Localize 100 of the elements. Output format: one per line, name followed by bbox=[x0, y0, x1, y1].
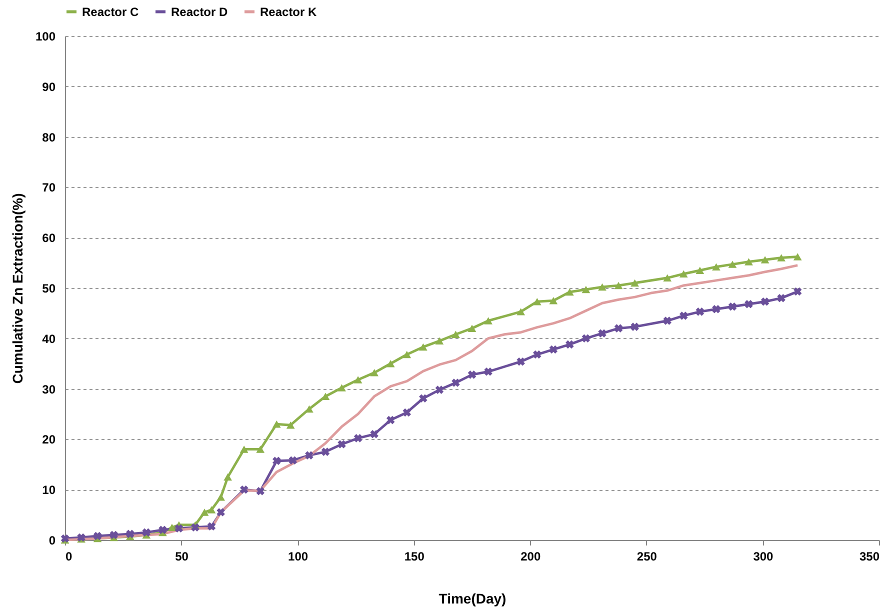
point bbox=[777, 294, 786, 302]
point bbox=[760, 297, 770, 306]
point bbox=[207, 522, 216, 531]
point bbox=[549, 296, 558, 304]
point bbox=[200, 508, 209, 516]
point bbox=[370, 430, 378, 438]
point bbox=[680, 312, 688, 320]
point bbox=[468, 324, 476, 332]
point bbox=[696, 308, 704, 316]
legend-label: Reactor K bbox=[260, 4, 318, 19]
point bbox=[174, 524, 184, 533]
x-tick-label: 200 bbox=[520, 550, 541, 564]
x-tick-label: 100 bbox=[288, 550, 308, 564]
point bbox=[288, 456, 298, 465]
point bbox=[663, 316, 672, 325]
point bbox=[712, 263, 720, 270]
point bbox=[532, 350, 542, 359]
x-tick-label: 250 bbox=[636, 550, 658, 564]
point bbox=[566, 340, 574, 349]
y-tick-label: 10 bbox=[42, 483, 56, 498]
point bbox=[142, 528, 151, 537]
point bbox=[598, 283, 606, 291]
point bbox=[565, 288, 574, 296]
point bbox=[224, 473, 232, 481]
point bbox=[93, 532, 102, 540]
point bbox=[354, 434, 362, 442]
point bbox=[402, 350, 412, 358]
point bbox=[207, 506, 216, 514]
point bbox=[419, 394, 428, 403]
point bbox=[216, 494, 226, 501]
point bbox=[240, 485, 248, 494]
point bbox=[614, 282, 623, 290]
point bbox=[712, 305, 720, 314]
point bbox=[484, 368, 492, 376]
point bbox=[240, 446, 248, 453]
y-tick-label: 60 bbox=[42, 231, 56, 246]
point bbox=[549, 345, 558, 354]
point bbox=[452, 378, 460, 387]
point bbox=[256, 446, 265, 453]
point bbox=[663, 274, 672, 282]
point bbox=[286, 421, 295, 429]
point bbox=[582, 334, 590, 343]
point bbox=[760, 256, 770, 264]
point bbox=[516, 308, 526, 316]
point bbox=[272, 420, 281, 428]
legend-label: Reactor D bbox=[171, 4, 228, 19]
y-tick-label: 50 bbox=[42, 282, 56, 296]
point bbox=[321, 448, 330, 456]
point bbox=[728, 260, 737, 268]
point bbox=[272, 456, 281, 466]
y-tick-label: 70 bbox=[42, 180, 56, 195]
legend-label: Reactor C bbox=[82, 4, 140, 19]
y-tick-label: 40 bbox=[42, 332, 56, 346]
y-tick-label: 100 bbox=[35, 30, 56, 44]
point bbox=[126, 530, 134, 538]
point bbox=[630, 322, 639, 331]
point bbox=[582, 286, 590, 294]
point bbox=[744, 258, 753, 266]
point bbox=[630, 279, 639, 287]
point bbox=[305, 451, 314, 460]
point bbox=[532, 298, 542, 306]
point bbox=[402, 408, 412, 417]
x-tick-label: 0 bbox=[66, 550, 72, 564]
point bbox=[216, 508, 225, 516]
y-tick-label: 80 bbox=[42, 130, 56, 144]
point bbox=[354, 376, 362, 384]
point bbox=[793, 253, 802, 260]
point bbox=[468, 370, 476, 379]
point bbox=[793, 287, 802, 296]
point bbox=[191, 523, 200, 532]
x-tick-label: 150 bbox=[404, 550, 425, 564]
point bbox=[386, 416, 395, 424]
point bbox=[516, 357, 525, 366]
point bbox=[679, 270, 688, 278]
point bbox=[744, 300, 753, 308]
x-tick-label: 50 bbox=[175, 550, 189, 564]
y-tick-label: 30 bbox=[42, 382, 56, 396]
point bbox=[338, 440, 346, 448]
point bbox=[110, 530, 118, 540]
point bbox=[484, 317, 492, 324]
point bbox=[386, 360, 395, 368]
point bbox=[168, 524, 176, 532]
point bbox=[435, 337, 444, 345]
point bbox=[370, 369, 379, 376]
y-tick-label: 90 bbox=[42, 80, 56, 94]
x-tick-label: 300 bbox=[753, 550, 774, 564]
point bbox=[338, 384, 346, 392]
point bbox=[598, 329, 606, 338]
y-tick-label: 0 bbox=[48, 534, 56, 548]
y-axis-title: Cumulative Zn Extraction(%) bbox=[9, 193, 26, 384]
point bbox=[256, 486, 264, 496]
point bbox=[614, 324, 623, 332]
point bbox=[728, 302, 737, 311]
point bbox=[696, 266, 704, 274]
point bbox=[777, 254, 786, 262]
point bbox=[435, 386, 444, 394]
x-tick-label: 350 bbox=[859, 550, 880, 564]
y-tick-label: 20 bbox=[42, 432, 56, 447]
point bbox=[158, 526, 167, 534]
point bbox=[418, 343, 428, 351]
